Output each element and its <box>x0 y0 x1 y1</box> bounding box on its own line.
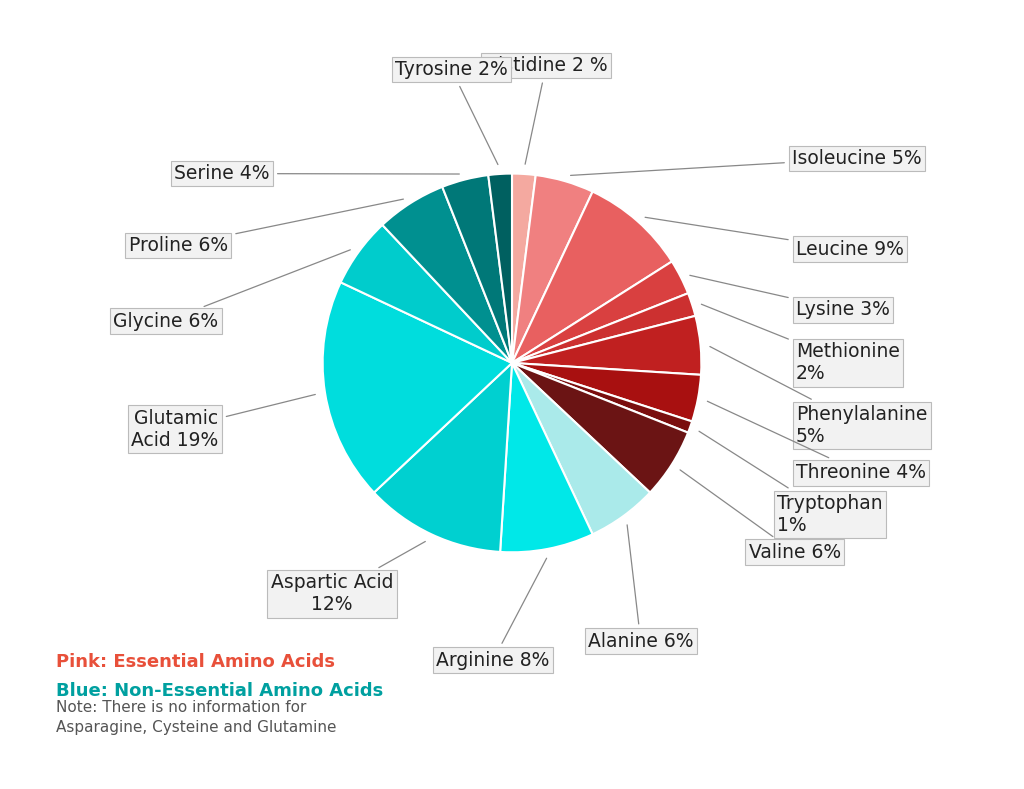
Wedge shape <box>512 294 695 363</box>
Wedge shape <box>512 363 650 534</box>
Text: Glycine 6%: Glycine 6% <box>114 250 350 331</box>
Text: Histidine 2 %: Histidine 2 % <box>484 56 608 164</box>
Text: Valine 6%: Valine 6% <box>680 470 841 562</box>
Wedge shape <box>512 261 688 363</box>
Text: Proline 6%: Proline 6% <box>129 199 403 255</box>
Wedge shape <box>512 363 701 421</box>
Text: Tryptophan
1%: Tryptophan 1% <box>699 432 883 535</box>
Text: Alanine 6%: Alanine 6% <box>588 525 693 651</box>
Text: Aspartic Acid
12%: Aspartic Acid 12% <box>271 541 425 615</box>
Wedge shape <box>512 175 593 363</box>
Text: Methionine
2%: Methionine 2% <box>701 305 900 383</box>
Text: Note: There is no information for
Asparagine, Cysteine and Glutamine: Note: There is no information for Aspara… <box>56 701 337 735</box>
Wedge shape <box>323 282 512 492</box>
Text: Glutamic
Acid 19%: Glutamic Acid 19% <box>131 394 315 450</box>
Text: Threonine 4%: Threonine 4% <box>708 402 926 482</box>
Wedge shape <box>512 316 701 375</box>
Wedge shape <box>488 174 512 363</box>
Wedge shape <box>500 363 593 552</box>
Text: Lysine 3%: Lysine 3% <box>690 275 890 320</box>
Wedge shape <box>512 363 692 432</box>
Wedge shape <box>341 225 512 363</box>
Text: Serine 4%: Serine 4% <box>174 164 460 183</box>
Text: Phenylalanine
5%: Phenylalanine 5% <box>710 346 928 446</box>
Text: Blue: Non-Essential Amino Acids: Blue: Non-Essential Amino Acids <box>56 682 384 700</box>
Wedge shape <box>512 363 688 492</box>
Text: Tyrosine 2%: Tyrosine 2% <box>395 60 508 165</box>
Wedge shape <box>382 187 512 363</box>
Wedge shape <box>512 174 536 363</box>
Text: Pink: Essential Amino Acids: Pink: Essential Amino Acids <box>56 653 335 671</box>
Wedge shape <box>374 363 512 552</box>
Text: Arginine 8%: Arginine 8% <box>436 558 550 670</box>
Wedge shape <box>512 192 672 363</box>
Text: Isoleucine 5%: Isoleucine 5% <box>570 149 922 175</box>
Wedge shape <box>442 175 512 363</box>
Text: Leucine 9%: Leucine 9% <box>645 217 904 259</box>
